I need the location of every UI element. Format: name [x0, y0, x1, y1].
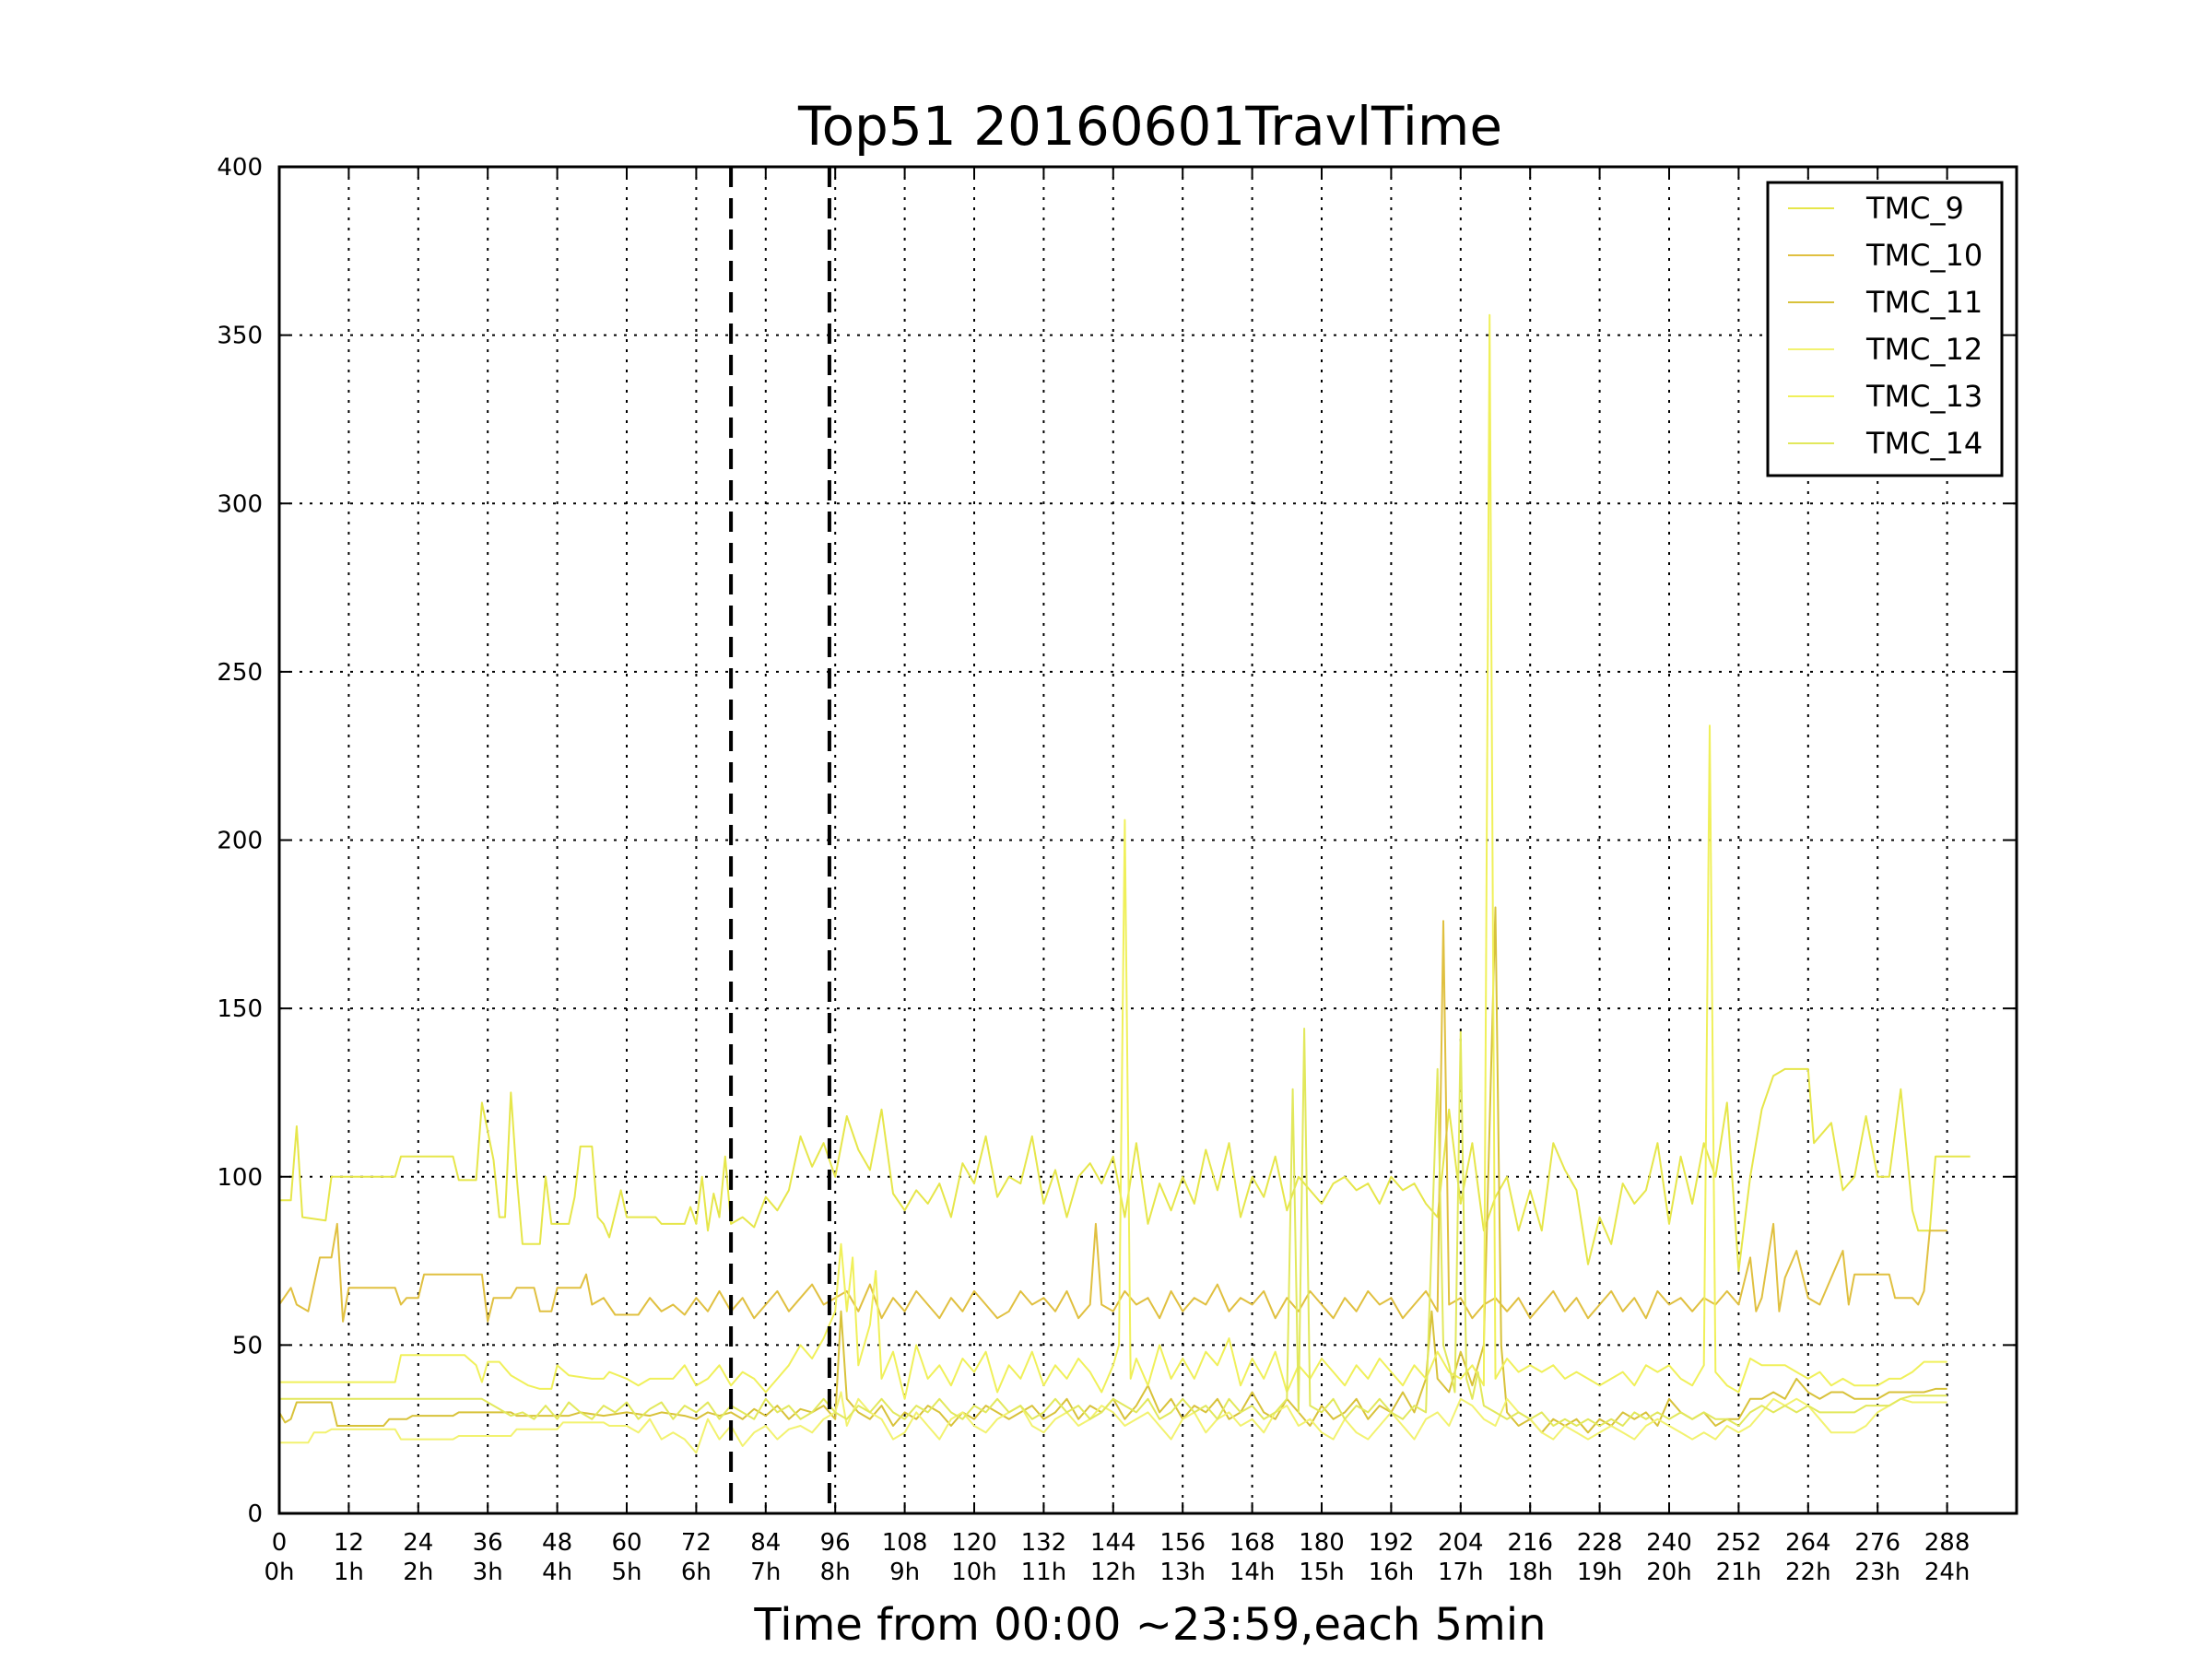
x-tick-label: 14h [1230, 1559, 1276, 1586]
x-tick-label: 13h [1159, 1559, 1206, 1586]
x-tick-label: 7h [750, 1559, 781, 1586]
y-tick-label: 0 [247, 1500, 263, 1528]
x-tick-label: 0 [272, 1529, 288, 1557]
x-tick-label: 264 [1785, 1529, 1831, 1557]
x-tick-label: 72 [681, 1529, 712, 1557]
x-tick-label: 204 [1438, 1529, 1484, 1557]
x-axis-label: Time from 00:00 ~23:59,each 5min [753, 1599, 1546, 1651]
x-tick-label: 168 [1230, 1529, 1276, 1557]
x-tick-label: 96 [820, 1529, 851, 1557]
x-tick-label: 192 [1369, 1529, 1415, 1557]
x-tick-label: 15h [1299, 1559, 1345, 1586]
x-tick-label: 21h [1716, 1559, 1762, 1586]
x-tick-label: 20h [1646, 1559, 1692, 1586]
x-tick-label: 9h [889, 1559, 920, 1586]
series-line-tmc-14 [279, 1028, 1947, 1427]
y-tick-label: 150 [217, 995, 263, 1023]
x-tick-label: 18h [1507, 1559, 1553, 1586]
axis-ticks: 00h121h242h363h484h605h726h847h968h1089h… [217, 154, 2017, 1586]
y-tick-label: 50 [232, 1332, 263, 1359]
y-tick-label: 100 [217, 1164, 263, 1192]
x-tick-label: 24 [403, 1529, 433, 1557]
x-tick-label: 240 [1646, 1529, 1692, 1557]
x-tick-label: 2h [403, 1559, 433, 1586]
x-tick-label: 60 [611, 1529, 641, 1557]
series-line-tmc-12 [279, 1391, 1947, 1454]
x-tick-label: 24h [1924, 1559, 1971, 1586]
legend-label: TMC_9 [1865, 191, 1964, 226]
x-tick-label: 17h [1438, 1559, 1484, 1586]
x-tick-label: 1h [334, 1559, 364, 1586]
x-tick-label: 144 [1090, 1529, 1136, 1557]
x-tick-label: 288 [1924, 1529, 1971, 1557]
x-tick-label: 180 [1299, 1529, 1345, 1557]
series-line-tmc-10 [278, 920, 1947, 1323]
x-tick-label: 0h [264, 1559, 294, 1586]
legend-label: TMC_12 [1865, 332, 1983, 367]
x-tick-label: 228 [1577, 1529, 1623, 1557]
x-tick-label: 84 [750, 1529, 781, 1557]
legend-label: TMC_13 [1865, 379, 1983, 414]
reference-lines [729, 167, 831, 1513]
legend-label: TMC_10 [1865, 238, 1983, 273]
x-tick-label: 216 [1507, 1529, 1553, 1557]
x-tick-label: 19h [1577, 1559, 1623, 1586]
legend-label: TMC_14 [1865, 426, 1983, 461]
series-line-tmc-13 [279, 313, 1947, 1400]
x-tick-label: 276 [1854, 1529, 1900, 1557]
chart-title: Top51 20160601TravlTime [797, 95, 1502, 158]
legend-label: TMC_11 [1865, 285, 1983, 320]
x-tick-label: 10h [951, 1559, 997, 1586]
grid-lines [279, 167, 2017, 1513]
y-tick-label: 400 [217, 154, 263, 182]
y-tick-label: 200 [217, 828, 263, 855]
y-tick-label: 250 [217, 659, 263, 687]
x-tick-label: 120 [951, 1529, 997, 1557]
x-tick-label: 108 [882, 1529, 928, 1557]
series-line-tmc-9 [279, 1067, 1971, 1272]
x-tick-label: 156 [1159, 1529, 1206, 1557]
x-tick-label: 16h [1369, 1559, 1415, 1586]
x-tick-label: 22h [1785, 1559, 1831, 1586]
legend-box [1766, 181, 2004, 477]
x-tick-label: 8h [820, 1559, 851, 1586]
x-tick-label: 12h [1090, 1559, 1136, 1586]
y-tick-label: 350 [217, 323, 263, 350]
y-tick-label: 300 [217, 490, 263, 518]
x-tick-label: 5h [611, 1559, 641, 1586]
x-tick-label: 3h [473, 1559, 503, 1586]
x-tick-label: 12 [334, 1529, 364, 1557]
x-tick-label: 36 [473, 1529, 503, 1557]
x-tick-label: 23h [1854, 1559, 1900, 1586]
legend: TMC_9 TMC_10 TMC_11 TMC_12 TMC_13 TMC_14 [1766, 181, 2004, 477]
x-tick-label: 4h [542, 1559, 572, 1586]
x-tick-label: 252 [1716, 1529, 1762, 1557]
x-tick-label: 11h [1021, 1559, 1067, 1586]
x-tick-label: 6h [681, 1559, 712, 1586]
x-tick-label: 48 [542, 1529, 572, 1557]
series-lines [278, 313, 1971, 1454]
x-tick-label: 132 [1021, 1529, 1067, 1557]
